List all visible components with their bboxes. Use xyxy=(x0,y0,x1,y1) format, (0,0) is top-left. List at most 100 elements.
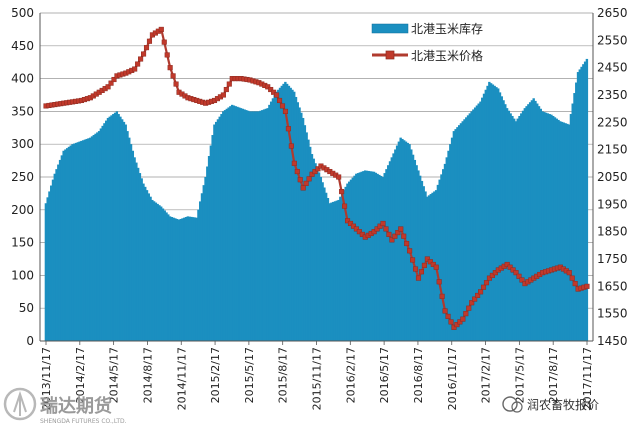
inventory-bar xyxy=(277,89,280,341)
price-point xyxy=(421,262,427,268)
inventory-bar xyxy=(190,216,193,341)
price-point xyxy=(271,89,277,95)
inventory-bar xyxy=(218,116,221,341)
price-point xyxy=(407,248,413,254)
inventory-bar xyxy=(449,144,452,341)
inventory-bar xyxy=(264,108,268,341)
inventory-bar xyxy=(488,81,491,341)
inventory-bar xyxy=(498,92,502,341)
inventory-bar xyxy=(80,140,83,341)
wechat-watermark-text: 润农畜牧报价 xyxy=(527,397,599,412)
price-point xyxy=(291,160,297,166)
inventory-bar xyxy=(312,158,315,341)
inventory-bar xyxy=(149,196,152,341)
inventory-bar xyxy=(523,108,527,342)
inventory-bar xyxy=(456,127,459,341)
price-point xyxy=(469,300,475,306)
price-point xyxy=(569,275,575,281)
inventory-bar xyxy=(236,106,239,341)
inventory-bar xyxy=(122,121,126,341)
inventory-bar xyxy=(484,89,487,341)
inventory-bar xyxy=(284,81,287,341)
y-right-tick-label: 2350 xyxy=(597,88,628,102)
inventory-bar xyxy=(372,171,376,341)
price-point xyxy=(572,281,578,287)
y-right-tick-label: 1450 xyxy=(597,334,628,348)
inventory-bar xyxy=(271,98,275,341)
x-tick-label: 2017/5/17 xyxy=(513,347,526,403)
inventory-bar xyxy=(296,102,299,341)
inventory-bar xyxy=(310,154,314,341)
inventory-bar xyxy=(466,115,470,341)
inventory-bar xyxy=(559,121,562,342)
inventory-bar xyxy=(527,104,530,342)
inventory-bar xyxy=(355,173,358,341)
inventory-bar xyxy=(468,113,472,341)
inventory-bar xyxy=(262,109,266,341)
price-point xyxy=(377,223,383,229)
price-point xyxy=(138,56,144,62)
inventory-bar xyxy=(119,116,122,341)
inventory-bar xyxy=(438,179,441,341)
inventory-bar xyxy=(140,178,143,341)
legend-bar-label: 北港玉米库存 xyxy=(411,21,483,36)
inventory-bar xyxy=(413,159,417,341)
inventory-bar xyxy=(415,165,418,341)
inventory-bar xyxy=(257,111,260,342)
inventory-bar xyxy=(223,110,227,341)
inventory-bar xyxy=(55,169,58,341)
inventory-bars xyxy=(44,58,589,342)
price-point xyxy=(288,143,294,149)
inventory-bar xyxy=(159,206,163,341)
inventory-bar xyxy=(90,136,94,341)
inventory-bar xyxy=(332,201,335,341)
price-point xyxy=(457,319,463,325)
inventory-bar xyxy=(145,190,149,341)
inventory-bar xyxy=(378,174,381,341)
inventory-bar xyxy=(537,106,541,341)
inventory-bar xyxy=(557,119,560,341)
inventory-bar xyxy=(514,121,518,342)
inventory-bar xyxy=(156,203,159,341)
x-tick-label: 2015/2/17 xyxy=(209,347,222,403)
price-point xyxy=(350,223,357,229)
inventory-bar xyxy=(353,175,356,341)
inventory-bar xyxy=(397,141,401,341)
price-point xyxy=(173,81,179,87)
price-point xyxy=(439,293,445,299)
inventory-bar xyxy=(51,179,55,341)
inventory-bar xyxy=(108,116,111,341)
price-point xyxy=(386,231,392,237)
wechat-icon-inner xyxy=(511,401,523,413)
inventory-bar xyxy=(379,175,383,341)
inventory-bar xyxy=(110,115,113,341)
inventory-bar xyxy=(199,201,202,341)
inventory-bar xyxy=(555,118,558,341)
inventory-bar xyxy=(525,106,528,341)
price-point xyxy=(424,256,430,262)
inventory-bar xyxy=(550,114,553,342)
inventory-bar xyxy=(330,202,333,341)
inventory-bar xyxy=(569,114,573,341)
inventory-bar xyxy=(126,131,129,341)
inventory-bar xyxy=(300,112,303,341)
legend-line-label: 北港玉米价格 xyxy=(411,48,483,63)
inventory-bar xyxy=(502,100,505,341)
y-right-tick-label: 2050 xyxy=(597,170,628,184)
inventory-bar xyxy=(452,131,456,341)
inventory-bar xyxy=(151,199,154,341)
inventory-bar xyxy=(195,217,198,341)
company-logo-icon xyxy=(3,387,37,421)
inventory-bar xyxy=(269,101,273,341)
inventory-bar xyxy=(158,205,161,341)
inventory-bar xyxy=(168,216,172,341)
inventory-bar xyxy=(165,212,168,341)
inventory-bar xyxy=(282,83,285,342)
inventory-bar xyxy=(443,163,447,341)
inventory-bar xyxy=(562,122,566,341)
inventory-bar xyxy=(482,93,486,341)
x-tick-label: 2016/5/17 xyxy=(378,347,391,403)
inventory-bar xyxy=(252,111,255,342)
inventory-bar xyxy=(177,219,181,341)
inventory-bar xyxy=(461,121,464,342)
